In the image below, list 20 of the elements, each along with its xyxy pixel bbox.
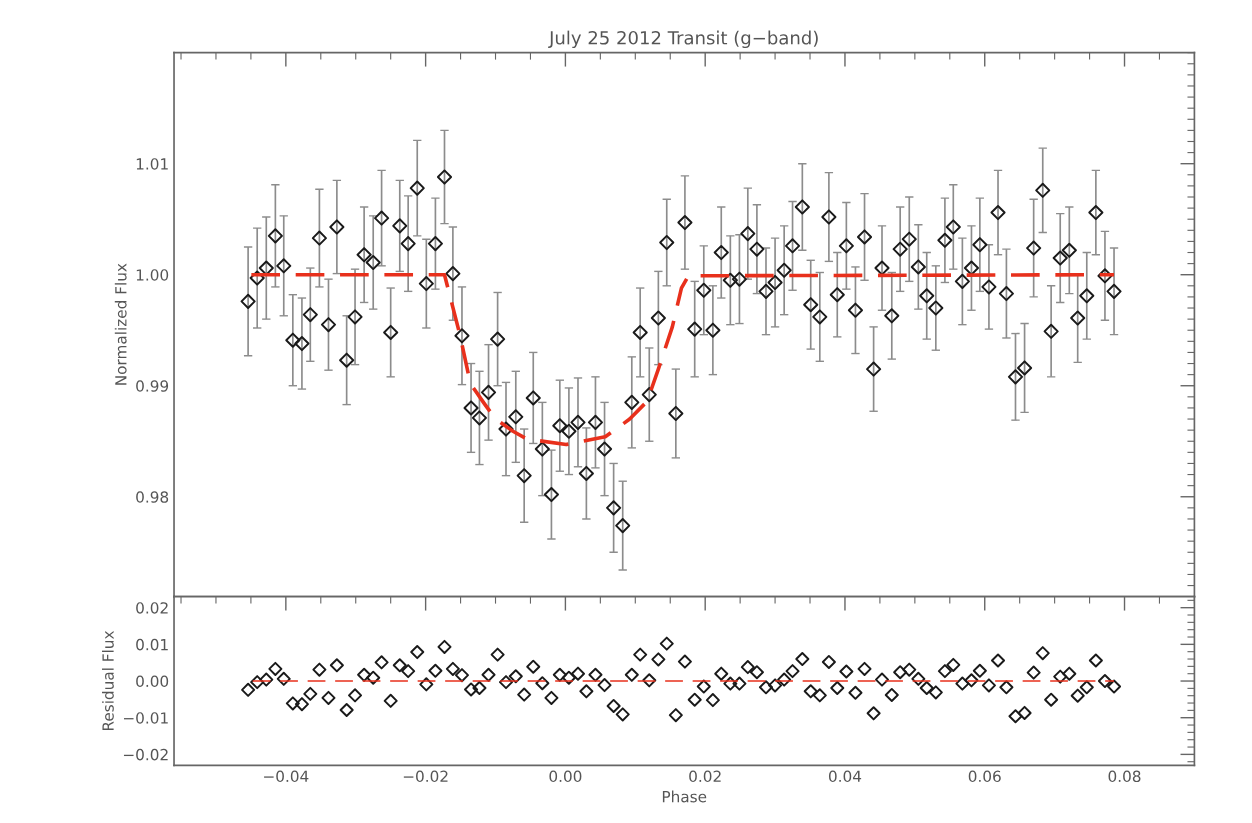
chart-title: July 25 2012 Transit (g−band) xyxy=(548,30,818,49)
y-tick-label: −0.01 xyxy=(123,712,168,724)
x-tick-label: 0.08 xyxy=(1108,770,1141,783)
y-tick-label: 1.01 xyxy=(136,158,168,170)
x-tick-label: −0.02 xyxy=(403,770,448,783)
y-tick-label: 1.00 xyxy=(136,269,169,281)
y-axis-title: Residual Flux xyxy=(102,630,114,731)
y-axis-title: Normalized Flux xyxy=(114,263,127,385)
x-axis-title: Phase xyxy=(662,790,707,803)
y-tick-label: 0.02 xyxy=(136,602,168,614)
y-tick-label: −0.02 xyxy=(123,748,168,761)
y-tick-label: 0.00 xyxy=(136,675,169,688)
y-tick-label: 0.99 xyxy=(136,380,169,392)
y-tick-label: 0.01 xyxy=(136,638,168,651)
x-tick-label: 0.04 xyxy=(828,770,862,783)
x-tick-label: −0.04 xyxy=(264,770,309,783)
x-tick-label: 0.02 xyxy=(689,770,721,783)
y-tick-label: 0.98 xyxy=(136,491,169,503)
x-tick-label: 0.06 xyxy=(968,770,1001,783)
x-tick-label: 0.00 xyxy=(549,770,582,783)
